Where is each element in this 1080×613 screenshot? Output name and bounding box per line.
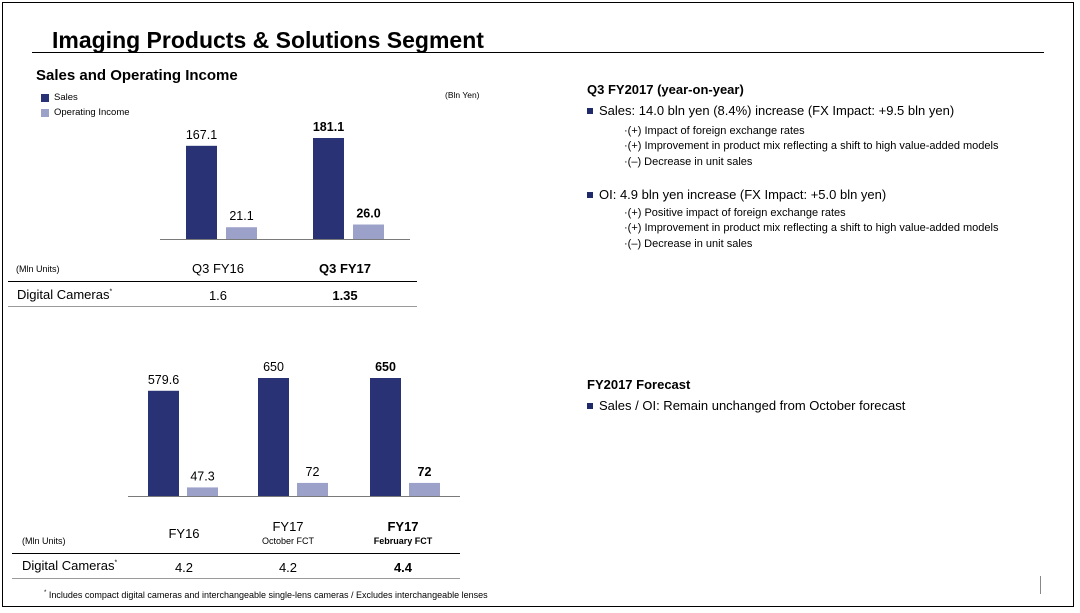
table2-units: (Mln Units)	[22, 536, 66, 546]
table2-category: FY17	[387, 519, 419, 534]
table2-category: FY16	[168, 526, 200, 541]
oi-bullet: OI: 4.9 bln yen increase (FX Impact: +5.…	[587, 187, 886, 202]
slide-frame	[2, 2, 1074, 607]
forecast-bullet-text: Sales / OI: Remain unchanged from Octobe…	[599, 398, 906, 413]
oi-bullet-text: OI: 4.9 bln yen increase (FX Impact: +5.…	[599, 187, 887, 202]
forecast-heading: FY2017 Forecast	[587, 377, 691, 392]
sales-bar	[148, 390, 179, 496]
sales-bar	[313, 138, 344, 239]
operating-income-bar	[409, 482, 440, 496]
operating-income-bar	[353, 224, 384, 239]
q3-heading: Q3 FY2017 (year-on-year)	[587, 82, 744, 97]
bar-value-label: 47.3	[190, 469, 214, 483]
table2-category: FY17	[272, 519, 304, 534]
table2-rule-bottom	[12, 578, 460, 579]
legend-operating-income: Operating Income	[41, 107, 130, 118]
title-underline	[32, 52, 1044, 53]
slide-title: Imaging Products & Solutions Segment	[52, 27, 484, 53]
table2-row-label: Digital Cameras*	[22, 558, 117, 573]
sales-bullet-text: Sales: 14.0 bln yen (8.4%) increase (FX …	[599, 103, 955, 118]
footnote-mark: *	[44, 590, 47, 596]
table1-rule-bottom	[8, 306, 417, 307]
unit-note: (Bln Yen)	[445, 90, 480, 100]
legend-oi-label: Operating Income	[54, 107, 130, 118]
bar-value-label: 72	[418, 465, 432, 479]
sales-bar	[186, 145, 217, 239]
legend-sales-label: Sales	[54, 92, 78, 103]
table1-value: 1.35	[332, 288, 358, 303]
bar-value-label: 650	[263, 360, 284, 374]
table2-category-sub: February FCT	[373, 536, 433, 546]
page-marker	[1040, 576, 1041, 594]
oi-point: ·(–) Decrease in unit sales	[624, 238, 753, 250]
bar-value-label: 21.1	[229, 209, 253, 223]
legend-sales-swatch	[41, 93, 49, 102]
table2-rule-top	[12, 553, 460, 554]
bar-value-label: 167.1	[186, 128, 217, 142]
sales-bar	[258, 378, 289, 496]
sales-point: ·(+) Improvement in product mix reflecti…	[624, 140, 999, 152]
bullet-square-icon	[587, 402, 593, 409]
section-title: Sales and Operating Income	[36, 67, 238, 84]
footnote-text: Includes compact digital cameras and int…	[48, 590, 488, 600]
operating-income-bar	[297, 482, 328, 496]
footnote: * Includes compact digital cameras and i…	[44, 590, 488, 600]
row-label-mark: *	[114, 559, 118, 567]
bullet-square-icon	[587, 191, 593, 198]
bar-value-label: 72	[306, 465, 320, 479]
full-year-chart: 579.6 650 650 47.3 72 72	[128, 360, 460, 497]
table1-row-label: Digital Cameras*	[17, 287, 112, 302]
bullet-square-icon	[587, 107, 593, 114]
table2-value: 4.2	[174, 560, 194, 575]
row-label-mark: *	[109, 288, 113, 296]
sales-point: ·(–) Decrease in unit sales	[624, 156, 753, 168]
q3-chart: 167.1 181.1 21.1 26.0	[160, 120, 410, 240]
forecast-bullet: Sales / OI: Remain unchanged from Octobe…	[587, 398, 905, 413]
table2-category-sub: October FCT	[261, 536, 314, 546]
table1-category: Q3 FY17	[318, 261, 372, 276]
legend-oi-swatch	[41, 108, 49, 117]
oi-point: ·(+) Improvement in product mix reflecti…	[624, 222, 999, 234]
table1-rule-top	[8, 281, 417, 282]
sales-bullet: Sales: 14.0 bln yen (8.4%) increase (FX …	[587, 103, 954, 118]
row-label-text: Digital Cameras	[17, 287, 110, 302]
operating-income-bar	[226, 227, 257, 239]
table1-value: 1.6	[208, 288, 228, 303]
bar-value-label: 181.1	[313, 120, 344, 134]
sales-point: ·(+) Impact of foreign exchange rates	[624, 125, 805, 137]
bar-value-label: 650	[375, 360, 396, 374]
oi-point: ·(+) Positive impact of foreign exchange…	[624, 207, 846, 219]
row-label-text: Digital Cameras	[22, 558, 115, 573]
table2-value: 4.2	[278, 560, 298, 575]
sales-bar	[370, 378, 401, 496]
table1-units: (Mln Units)	[16, 264, 60, 274]
operating-income-bar	[187, 487, 218, 496]
bar-value-label: 579.6	[148, 373, 179, 387]
table1-category: Q3 FY16	[191, 261, 245, 276]
bar-value-label: 26.0	[356, 206, 380, 220]
legend-sales: Sales	[41, 92, 78, 103]
table2-value: 4.4	[393, 560, 413, 575]
